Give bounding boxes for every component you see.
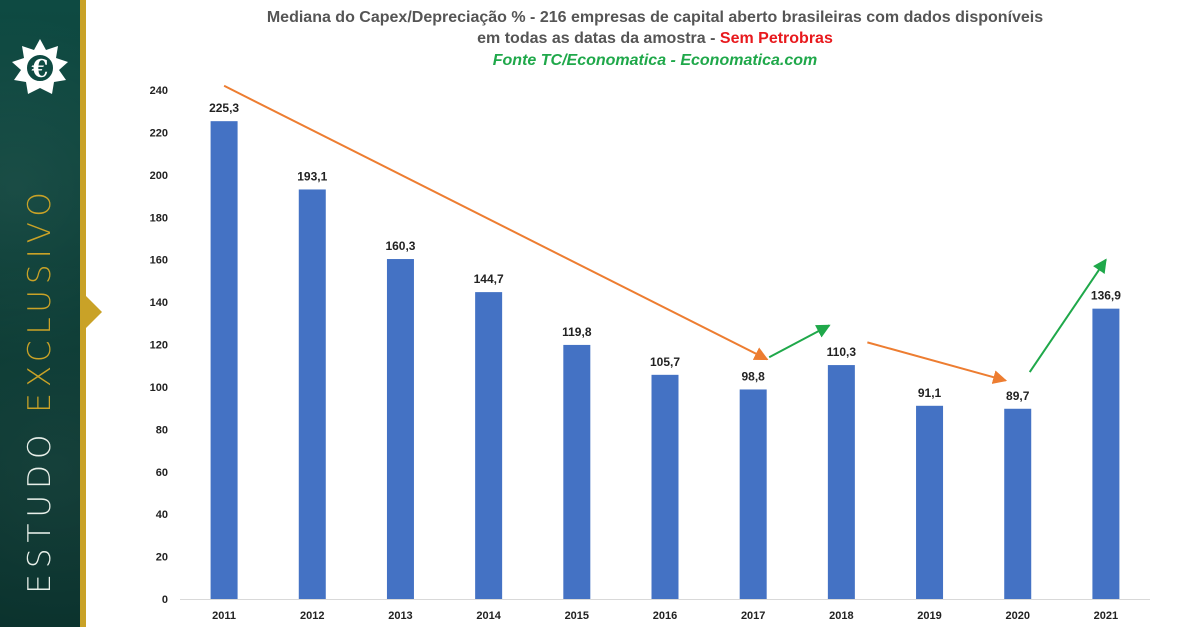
y-tick-label: 60 <box>156 467 168 479</box>
x-tick-label: 2011 <box>212 610 236 622</box>
bar-2015 <box>563 344 591 599</box>
chart-title-line1: Mediana do Capex/Depreciação % - 216 emp… <box>266 9 1044 26</box>
bar-2018 <box>827 365 855 599</box>
trend-arrow-1 <box>223 84 769 361</box>
gold-divider <box>80 0 86 627</box>
bar-2012 <box>298 189 326 599</box>
y-tick-label: 20 <box>156 552 168 564</box>
trend-arrow-4 <box>1028 258 1107 373</box>
y-tick-label: 100 <box>150 382 168 394</box>
y-tick-label: 200 <box>150 170 168 182</box>
y-tick-label: 80 <box>156 424 168 436</box>
chart-title-line2-main: em todas as datas da amostra - <box>477 30 716 47</box>
y-tick-label: 0 <box>162 594 168 606</box>
chart-source-line: Fonte TC/Economatica - Economatica.com <box>492 52 818 69</box>
trend-arrow-3 <box>867 341 1008 384</box>
chart-title-highlight: Sem Petrobras <box>719 30 833 47</box>
x-tick-label: 2021 <box>1094 610 1118 622</box>
bar-2014 <box>475 292 503 599</box>
y-tick-label: 220 <box>150 127 168 139</box>
bar-2019 <box>916 405 944 599</box>
gold-notch <box>86 296 102 328</box>
y-tick-label: 140 <box>150 297 168 309</box>
y-tick-label: 160 <box>150 255 168 267</box>
y-tick-label: 40 <box>156 509 168 521</box>
x-tick-label: 2012 <box>300 610 324 622</box>
bar-value-label: 91,1 <box>918 386 942 400</box>
y-tick-label: 240 <box>150 85 168 97</box>
x-tick-label: 2020 <box>1005 610 1029 622</box>
y-tick-label: 120 <box>150 340 168 352</box>
bar-value-label: 105,7 <box>650 355 680 369</box>
x-tick-label: 2018 <box>829 610 853 622</box>
x-tick-label: 2017 <box>741 610 765 622</box>
bar-value-label: 136,9 <box>1091 289 1121 303</box>
bar-value-label: 225,3 <box>209 101 239 115</box>
y-tick-label: 180 <box>150 212 168 224</box>
bar-2011 <box>210 121 238 600</box>
bar-2017 <box>739 389 767 599</box>
svg-text:€: € <box>31 54 49 83</box>
bar-value-label: 98,8 <box>742 369 766 383</box>
trend-arrow-2 <box>768 324 831 359</box>
x-tick-label: 2013 <box>388 610 412 622</box>
chart-title-line2: em todas as datas da amostra - Sem Petro… <box>110 28 1200 49</box>
bar-value-label: 119,8 <box>562 325 592 339</box>
x-tick-label: 2014 <box>476 610 501 622</box>
bar-2021 <box>1092 308 1120 599</box>
x-tick-label: 2015 <box>565 610 589 622</box>
bar-value-label: 160,3 <box>385 239 415 253</box>
x-tick-label: 2019 <box>917 610 941 622</box>
bar-value-label: 89,7 <box>1006 389 1030 403</box>
x-tick-label: 2016 <box>653 610 677 622</box>
bar-2020 <box>1004 408 1032 599</box>
bar-2013 <box>386 259 414 599</box>
bar-value-label: 110,3 <box>827 345 857 359</box>
sidebar-panel: € ESTUDO EXCLUSIVO <box>0 0 80 627</box>
bar-value-label: 144,7 <box>474 272 504 286</box>
bar-2016 <box>651 374 679 599</box>
bar-value-label: 193,1 <box>297 169 327 183</box>
euro-star-logo-icon: € <box>12 39 68 94</box>
